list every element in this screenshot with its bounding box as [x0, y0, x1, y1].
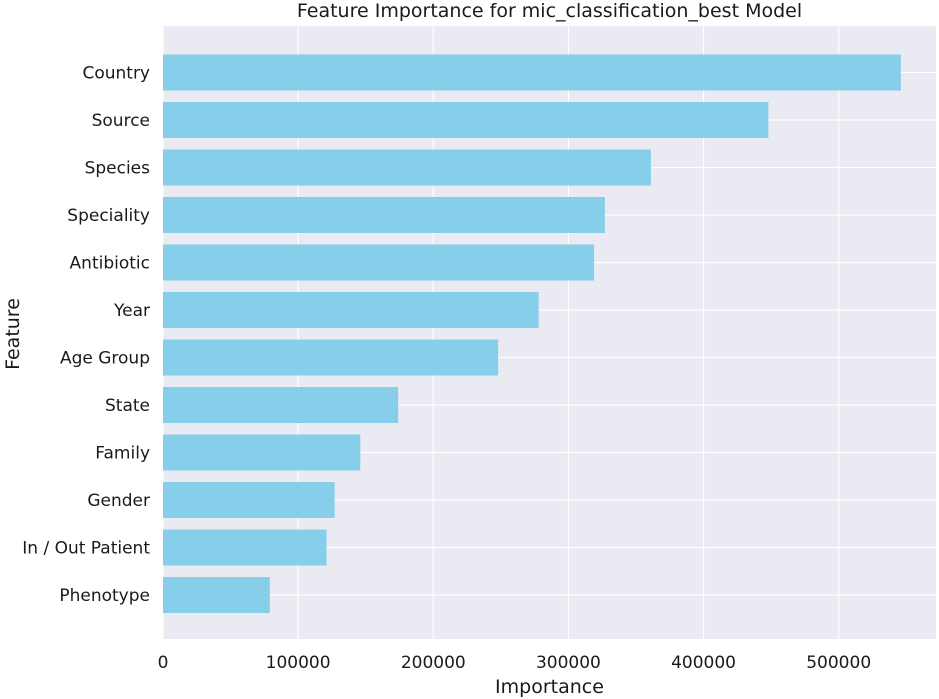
y-tick-label: In / Out Patient — [22, 539, 150, 559]
y-tick-label: Year — [113, 301, 150, 321]
y-tick-label: State — [105, 396, 150, 416]
bar-source — [163, 102, 769, 138]
y-tick-label: Gender — [87, 491, 150, 511]
chart-title: Feature Importance for mic_classificatio… — [297, 0, 802, 22]
x-axis-label: Importance — [495, 676, 604, 698]
bar-country — [163, 54, 901, 91]
x-tick-labels: 0 100000 200000 300000 400000 500000 — [158, 653, 872, 673]
y-tick-label: Antibiotic — [70, 254, 150, 274]
bars — [163, 54, 901, 613]
bar-gender — [163, 482, 335, 518]
bar-family — [163, 434, 361, 471]
y-tick-label: Phenotype — [59, 586, 150, 606]
y-tick-label: Species — [85, 159, 151, 179]
x-tick-label: 200000 — [401, 653, 466, 673]
bar-year — [163, 292, 539, 328]
y-tick-label: Speciality — [67, 206, 150, 226]
x-tick-label: 300000 — [536, 653, 601, 673]
bar-speciality — [163, 197, 605, 233]
x-tick-label: 400000 — [671, 653, 736, 673]
y-tick-labels: Country Source Species Speciality Antibiotic… — [22, 64, 150, 607]
bar-age-group — [163, 339, 499, 376]
bar-in-out-patient — [163, 529, 327, 566]
y-tick-label: Source — [92, 111, 150, 131]
y-tick-label: Age Group — [60, 349, 150, 369]
bar-antibiotic — [163, 244, 595, 281]
y-tick-label: Country — [82, 64, 150, 84]
bar-species — [163, 149, 651, 186]
x-tick-label: 0 — [158, 653, 169, 673]
y-tick-label: Family — [95, 444, 150, 464]
y-axis-label: Feature — [2, 298, 24, 370]
x-tick-label: 500000 — [806, 653, 871, 673]
bar-phenotype — [163, 577, 270, 613]
bar-state — [163, 387, 399, 423]
x-tick-label: 100000 — [266, 653, 331, 673]
